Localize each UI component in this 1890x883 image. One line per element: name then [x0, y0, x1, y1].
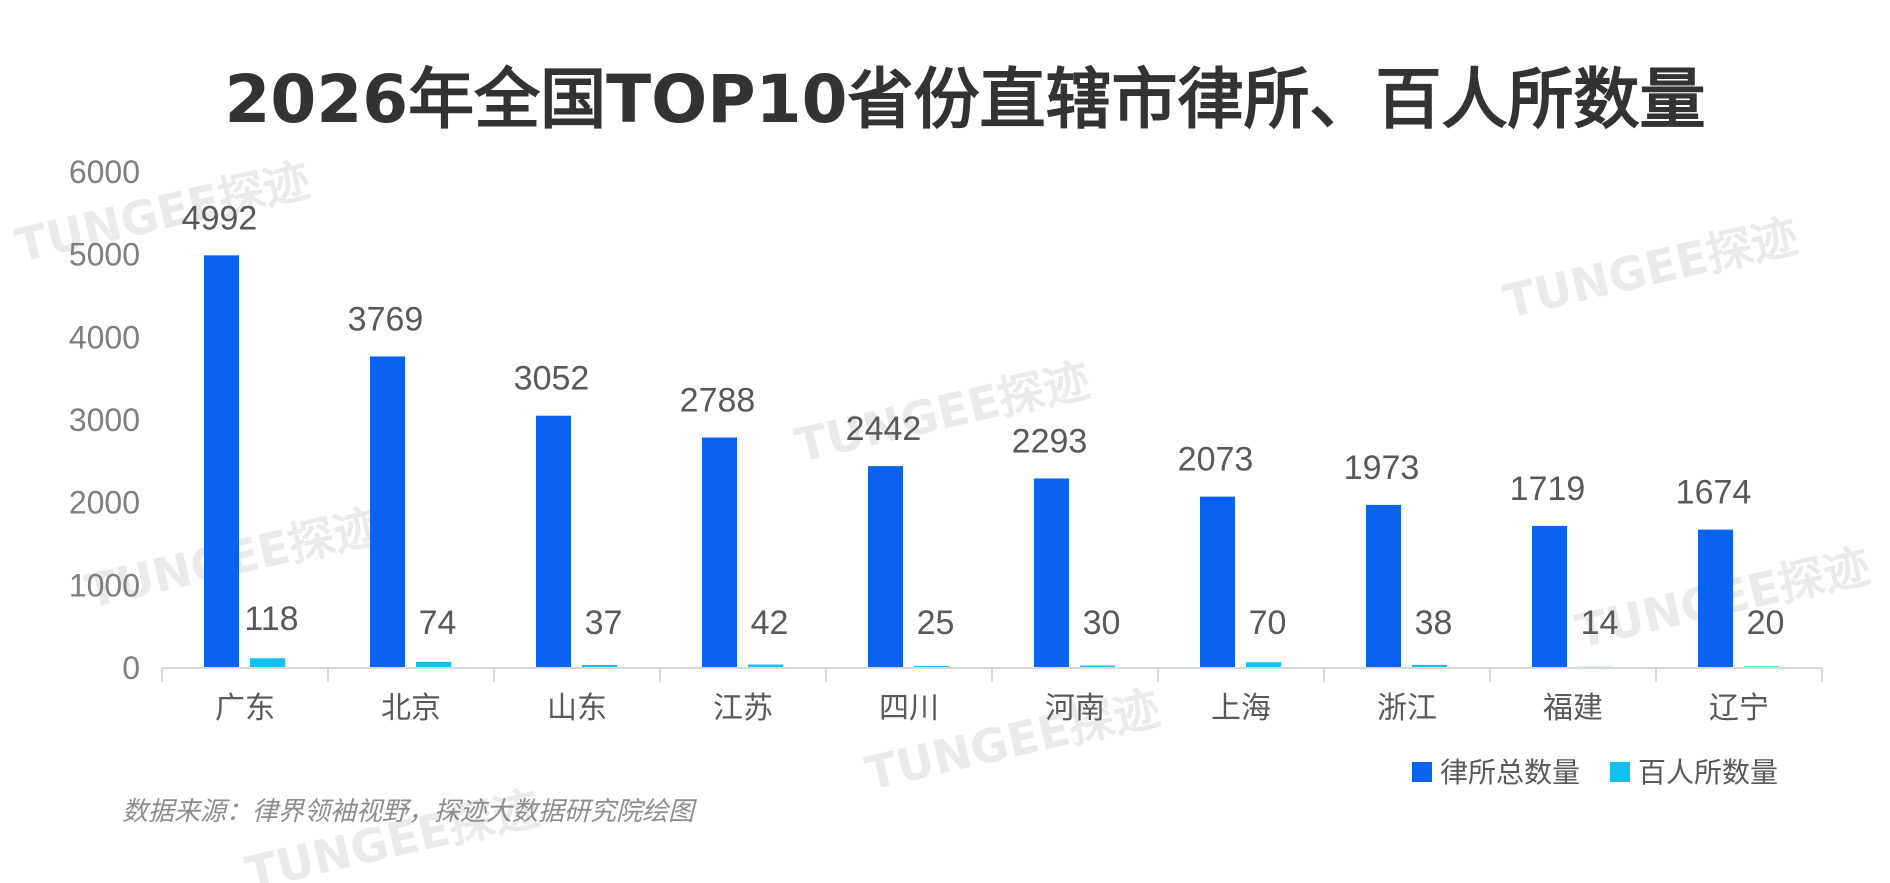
source-note: 数据来源：律界领袖视野，探迹大数据研究院绘图: [122, 797, 698, 827]
y-tick-label: 0: [122, 650, 140, 686]
y-tick-label: 4000: [69, 319, 140, 355]
watermark-text: TUNGEE探迹: [240, 781, 544, 883]
x-category-label: 四川: [879, 691, 939, 726]
watermark-layer: TUNGEE探迹 TUNGEE探迹TUNGEE探迹TUNGEE探迹TUNGEE探迹…: [10, 153, 1874, 883]
bar-total-firms: [1532, 525, 1567, 668]
data-label-hundred-firms: 38: [1415, 604, 1453, 642]
data-label-hundred-firms: 74: [419, 604, 457, 642]
x-category-label: 山东: [547, 691, 607, 726]
bar-hundred-firms: [582, 664, 617, 668]
x-category-label: 福建: [1543, 691, 1603, 726]
bar-total-firms: [702, 437, 737, 668]
plot-area: 4992118376974305237278842244225229330207…: [182, 199, 1785, 668]
bar-total-firms: [204, 255, 239, 668]
bar-total-firms: [1366, 504, 1401, 668]
data-label-hundred-firms: 37: [585, 604, 623, 642]
data-label-total-firms: 1719: [1510, 470, 1586, 508]
bar-hundred-firms: [250, 658, 285, 668]
data-label-total-firms: 1674: [1676, 474, 1752, 512]
x-category-label: 浙江: [1377, 691, 1437, 726]
chart-title: 2026年全国TOP10省份直辖市律所、百人所数量: [224, 61, 1705, 138]
data-label-total-firms: 3769: [348, 300, 424, 338]
bar-hundred-firms: [914, 665, 949, 668]
x-category-label: 江苏: [713, 691, 773, 726]
data-label-total-firms: 1973: [1344, 449, 1420, 487]
data-label-hundred-firms: 118: [244, 600, 298, 638]
bar-hundred-firms: [1246, 662, 1281, 668]
bar-hundred-firms: [416, 661, 451, 668]
x-category-label: 广东: [215, 691, 275, 726]
data-label-hundred-firms: 20: [1747, 604, 1785, 642]
data-label-hundred-firms: 42: [751, 604, 789, 642]
legend-swatch: [1610, 762, 1630, 782]
x-category-label: 北京: [381, 691, 441, 726]
bar-total-firms: [370, 356, 405, 668]
data-label-total-firms: 4992: [182, 199, 258, 237]
legend-swatch: [1412, 762, 1432, 782]
y-tick-label: 6000: [69, 154, 140, 190]
legend-label: 百人所数量: [1638, 756, 1778, 789]
bar-hundred-firms: [748, 664, 783, 668]
y-tick-label: 5000: [69, 237, 140, 273]
watermark-text: TUNGEE探迹: [10, 153, 314, 273]
bar-total-firms: [536, 415, 571, 668]
data-label-total-firms: 2073: [1178, 441, 1254, 479]
bar-total-firms: [1200, 496, 1235, 668]
y-tick-label: 3000: [69, 402, 140, 438]
bar-hundred-firms: [1080, 665, 1115, 668]
x-category-label: 上海: [1211, 691, 1271, 726]
data-label-total-firms: 2293: [1012, 422, 1088, 460]
data-label-hundred-firms: 30: [1083, 604, 1121, 642]
bar-hundred-firms: [1412, 664, 1447, 668]
data-label-total-firms: 3052: [514, 360, 590, 398]
data-label-hundred-firms: 25: [917, 604, 955, 642]
legend-label: 律所总数量: [1440, 756, 1580, 789]
legend: 律所总数量 百人所数量: [1412, 756, 1778, 789]
y-tick-label: 2000: [69, 485, 140, 521]
bar-total-firms: [1034, 478, 1069, 668]
x-axis: 广东 北京 山东 江苏 四川 河南 上海 浙江 福建 辽宁: [161, 668, 1823, 726]
y-axis: 0 1000 2000 3000 4000 5000 6000: [69, 154, 140, 686]
bar-total-firms: [1698, 529, 1733, 668]
data-label-hundred-firms: 14: [1581, 604, 1619, 642]
y-tick-label: 1000: [69, 567, 140, 603]
x-category-label: 河南: [1045, 691, 1105, 726]
data-label-total-firms: 2788: [680, 382, 756, 420]
bar-total-firms: [868, 466, 903, 668]
data-label-total-firms: 2442: [846, 410, 922, 448]
x-category-label: 辽宁: [1709, 691, 1769, 726]
data-label-hundred-firms: 70: [1249, 604, 1287, 642]
watermark-text: TUNGEE探迹: [1498, 209, 1802, 329]
